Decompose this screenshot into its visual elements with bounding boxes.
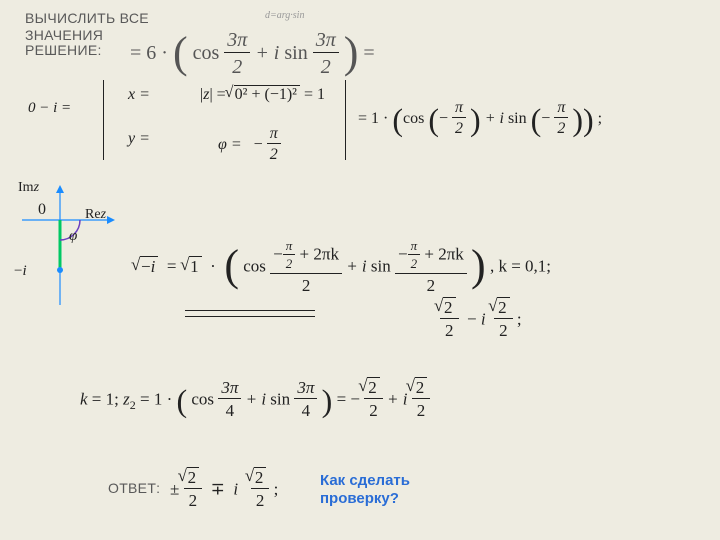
- semi: ;: [517, 310, 522, 329]
- den: 2: [270, 274, 342, 298]
- neg2: −: [541, 110, 550, 127]
- d: 4: [218, 399, 241, 423]
- num: 3π: [224, 28, 250, 53]
- top-formula: = 6 · ( cos 3π2 + i sin 3π2 ) =: [130, 28, 375, 81]
- one: 1: [189, 256, 202, 276]
- answer-label: ОТВЕТ:: [108, 480, 160, 496]
- sin: sin: [371, 257, 391, 276]
- d2: 2: [554, 118, 568, 140]
- trig-form: = 1 · (cos (− π2 ) + i sin (− π2 )) ;: [358, 98, 602, 141]
- eq-sign: = 6 ·: [130, 42, 168, 64]
- eq: =: [167, 257, 177, 276]
- nrest: + 2πk: [295, 244, 339, 263]
- vbar-right: [345, 80, 346, 160]
- semi: ;: [598, 110, 602, 127]
- vbar-left: [103, 80, 104, 160]
- label-rez: Rez: [85, 207, 106, 223]
- x-eq: x =: [128, 86, 150, 104]
- s2: 2: [415, 377, 428, 397]
- plus-i: + i: [255, 42, 284, 64]
- title-line1: ВЫЧИСЛИТЬ ВСЕ: [25, 10, 149, 26]
- label-neg-i: −i: [14, 263, 27, 280]
- plus-i2: + i: [485, 110, 508, 127]
- label-phi: φ: [69, 228, 77, 245]
- label-imz: Imz: [18, 180, 39, 196]
- s2: 2: [497, 297, 510, 317]
- k1-line: k = 1; z2 = 1 · ( cos 3π4 + i sin 3π4 ) …: [80, 378, 430, 423]
- n2: 2: [283, 255, 296, 273]
- y-eq: y =: [128, 130, 150, 148]
- zmod-res: = 1: [304, 86, 325, 103]
- eq: = 1 ·: [140, 390, 172, 409]
- phi-num: π: [267, 124, 281, 144]
- close-eq: =: [363, 42, 374, 64]
- d2: 4: [294, 399, 317, 423]
- phi-eq: φ = − π2: [218, 124, 281, 167]
- rhs-prefix: = 1 ·: [358, 110, 388, 127]
- lhs-0-minus-i: 0 − i =: [28, 100, 71, 117]
- neg1: −: [439, 110, 448, 127]
- s1: 2: [443, 297, 456, 317]
- n2: 3π: [294, 378, 317, 399]
- phi-neg: −: [254, 136, 263, 153]
- npi: π: [283, 238, 296, 255]
- sin: sin: [508, 110, 527, 127]
- den2: 2: [313, 53, 339, 81]
- cos: cos: [403, 110, 424, 127]
- answer-formula: ± √22 ∓ i √22 ;: [170, 468, 278, 513]
- solution-label: РЕШЕНИЕ:: [25, 42, 102, 58]
- faint-expr: d=arg·sin: [265, 10, 304, 21]
- cos: cos: [191, 390, 214, 409]
- divider-double-line: [185, 310, 315, 317]
- reseq: = −: [337, 390, 360, 409]
- npi2: π: [408, 238, 421, 255]
- dd2: 2: [412, 399, 431, 423]
- title-line2: ЗНАЧЕНИЯ: [25, 27, 103, 43]
- den: 2: [224, 53, 250, 81]
- num2: 3π: [313, 28, 339, 53]
- den2: 2: [395, 274, 467, 298]
- complex-plane-diagram: [10, 180, 120, 315]
- cos-label: cos: [193, 42, 220, 64]
- zmod-inside: 0² + (−1)²: [234, 85, 300, 103]
- s2: 2: [254, 467, 267, 487]
- n22: 2: [408, 255, 421, 273]
- d1: 2: [452, 118, 466, 140]
- nrest2: + 2πk: [420, 244, 464, 263]
- plusi: + i: [346, 257, 371, 276]
- label-zero: 0: [38, 201, 46, 219]
- k0-result: √22 − i √22 ;: [440, 298, 522, 343]
- verify-question-l2: проверку?: [320, 490, 399, 507]
- d1: 2: [440, 319, 459, 343]
- s1: 2: [367, 377, 380, 397]
- n1: π: [452, 98, 466, 118]
- root-line: √−i = √1 · ( cos −π2 + 2πk 2 + i sin −π2…: [140, 238, 551, 298]
- mp: ∓: [211, 480, 225, 499]
- cos: cos: [243, 257, 266, 276]
- semi: ;: [274, 480, 279, 499]
- verify-question-l1: Как сделать: [320, 472, 410, 489]
- d2: 2: [251, 489, 270, 513]
- s1: 2: [187, 467, 200, 487]
- phi-den: 2: [267, 144, 281, 166]
- sin: sin: [270, 390, 290, 409]
- d1: 2: [184, 489, 203, 513]
- n: 3π: [218, 378, 241, 399]
- sub: 2: [130, 398, 136, 412]
- dd1: 2: [364, 399, 383, 423]
- tail: , k = 0,1;: [490, 257, 551, 276]
- plusi: + i: [246, 390, 271, 409]
- sin-label: sin: [284, 42, 307, 64]
- n2: π: [554, 98, 568, 118]
- i: i: [233, 480, 238, 499]
- d2: 2: [494, 319, 513, 343]
- zmod: |z| = √0² + (−1)² = 1: [200, 86, 325, 104]
- phi-lhs: φ =: [218, 136, 242, 153]
